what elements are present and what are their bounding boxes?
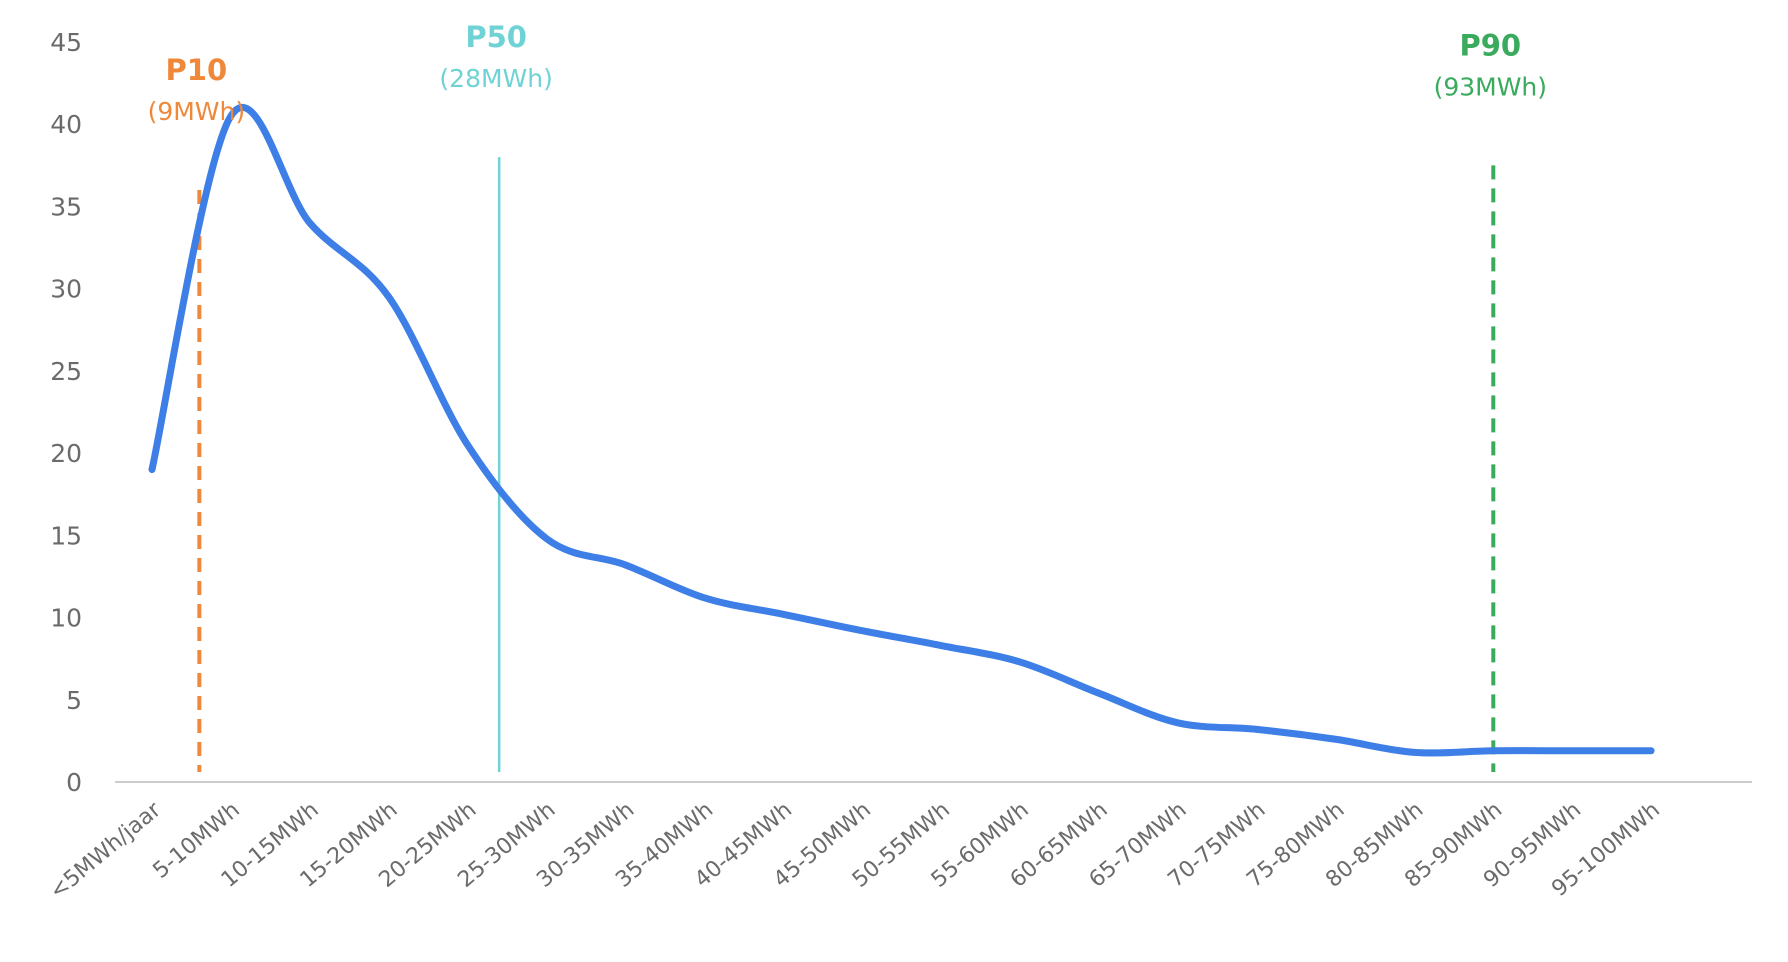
marker-name-p50: P50 (465, 20, 527, 54)
y-tick-label: 45 (50, 28, 82, 57)
y-tick-label: 5 (66, 686, 82, 715)
series-line (148, 104, 1655, 757)
y-tick-label: 25 (50, 357, 82, 386)
y-tick-label: 35 (50, 192, 82, 221)
percentile-labels: P10 (9MWh) P50 (28MWh) P90 (93MWh) (148, 20, 1547, 126)
y-tick-label: 15 (50, 521, 82, 550)
x-tick-label: <5MWh/jaar (45, 797, 166, 905)
y-axis-ticks: 0 5 10 15 20 25 30 35 40 45 (50, 28, 82, 797)
y-tick-label: 0 (66, 768, 82, 797)
marker-name-p90: P90 (1459, 28, 1521, 62)
marker-value-p50: (28MWh) (439, 64, 552, 93)
percentile-markers (197, 157, 1496, 772)
y-tick-label: 30 (50, 275, 82, 304)
marker-value-p90: (93MWh) (1434, 72, 1547, 101)
y-tick-label: 10 (50, 604, 82, 633)
marker-name-p10: P10 (166, 53, 228, 87)
x-axis-ticks: <5MWh/jaar5-10MWh10-15MWh15-20MWh20-25MW… (45, 797, 1665, 905)
y-tick-label: 40 (50, 110, 82, 139)
y-tick-label: 20 (50, 439, 82, 468)
marker-value-p10: (9MWh) (148, 97, 246, 126)
